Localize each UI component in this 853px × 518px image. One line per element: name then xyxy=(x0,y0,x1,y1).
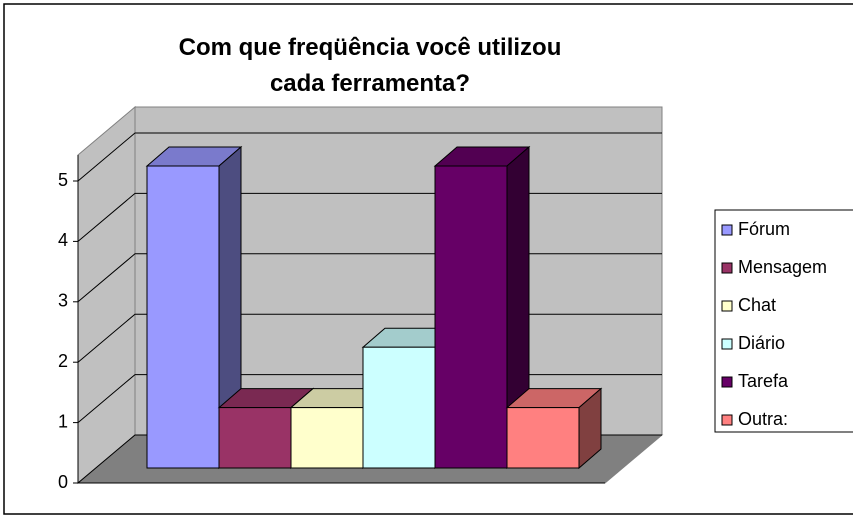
legend-label: Outra: xyxy=(738,409,788,429)
bar xyxy=(290,407,364,469)
legend-swatch xyxy=(721,300,733,312)
y-tick-label: 2 xyxy=(58,351,68,371)
chart-title: Com que freqüência você utilizou cada fe… xyxy=(178,34,562,97)
y-tick-label: 0 xyxy=(58,472,68,492)
bar xyxy=(146,165,220,469)
y-tick-label: 4 xyxy=(58,230,68,250)
bar xyxy=(218,407,292,469)
chart-border xyxy=(3,3,853,515)
legend-box xyxy=(714,209,853,433)
legend-swatch xyxy=(721,376,733,388)
legend-swatch xyxy=(721,262,733,274)
y-tick-label: 3 xyxy=(58,291,68,311)
bar xyxy=(506,407,580,469)
y-tick-label: 1 xyxy=(58,411,68,431)
legend-label: Fórum xyxy=(738,219,790,239)
legend-swatch xyxy=(721,224,733,236)
legend-swatch xyxy=(721,414,733,426)
bar xyxy=(434,165,508,469)
legend-swatch xyxy=(721,338,733,350)
legend-label: Mensagem xyxy=(738,257,827,277)
bar xyxy=(362,346,436,469)
legend-label: Chat xyxy=(738,295,776,315)
legend-label: Diário xyxy=(738,333,785,353)
grid-line xyxy=(77,132,662,182)
legend-label: Tarefa xyxy=(738,371,789,391)
y-tick-label: 5 xyxy=(58,170,68,190)
